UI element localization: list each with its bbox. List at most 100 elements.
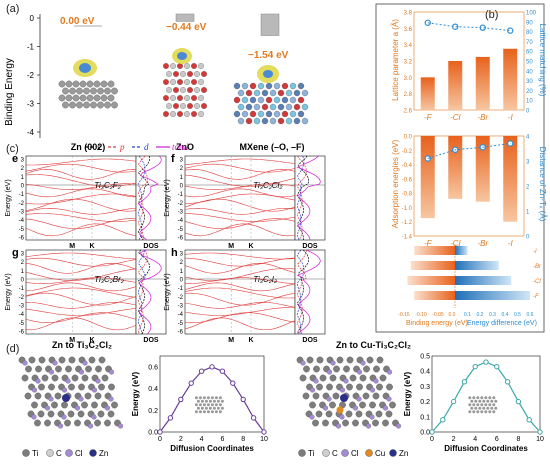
cl-atom [65,378,71,384]
inset-atom [218,396,222,400]
tick-label: -1.0 [402,206,413,212]
ti-atom [28,356,36,364]
inset-atom [468,403,472,407]
cl-atom [343,378,349,384]
zn-atom [93,94,101,102]
energy-profile-point [461,379,468,385]
inset-atom [194,403,198,407]
zno-atom [177,79,183,85]
bar--I [503,136,518,222]
legend-label-cl: Cl [351,449,359,458]
zno-atom [170,63,176,69]
band-line [25,158,137,166]
zn-atom [72,94,80,102]
formula-label: Ti₃C₂Br₂ [94,275,124,284]
panel-b-top-ylabel-right: Lattice matching (%) [538,24,547,97]
inset-atom [214,403,218,407]
dos-label: DOS [302,337,318,344]
band-line [25,223,137,237]
band-line [184,268,296,281]
legend-d: d [144,142,149,152]
tick-label: 2.6 [404,109,413,115]
zno-atom [187,71,193,77]
panel-c: (c) s p d total e Energy (eV) 3 2 1 0 -1 -2 -3 -4… [5,142,326,344]
zn-atom [62,87,69,95]
series-line [427,22,511,32]
dos-curve [296,155,307,241]
band-line [25,312,137,324]
inset-atom [476,410,480,414]
band-line [25,168,137,180]
energy-diff-bar [455,261,499,270]
zno-atom [201,103,207,109]
legend-marker-cl [65,449,73,457]
tick-label: -1 [19,192,25,198]
band-line [184,282,296,292]
tick-label: 30 [526,79,533,85]
band-line [184,213,296,222]
energy-bar [175,13,195,22]
panel-b-bottom-xlabel-left: Binding energy (eV) [406,320,468,327]
cl-atom [322,405,329,411]
zno-atom [184,63,190,69]
ti-atom [74,419,81,427]
series-line [427,143,511,159]
inset-atom [486,406,490,410]
panel-c-legend: s p d total [85,142,189,152]
mxene-atom [293,103,301,111]
tick-label: 40 [526,69,533,75]
ti-atom [356,383,363,391]
ti-atom [34,419,41,427]
cl-atom [31,414,37,420]
dos-curve [296,249,309,335]
legend-label-cl: Cl [75,449,83,458]
inset-atom [488,396,492,400]
energy-profile-point [440,417,446,423]
inset-atom [206,396,210,400]
dos-curve [137,249,146,335]
band-line [25,213,137,222]
tick-label: -0.10 [415,312,427,318]
tick-label: 0.4 [148,386,158,393]
zn-atom [100,94,108,102]
mxene-atom [269,103,277,111]
tick-label: 0 [30,14,35,23]
cl-atom [386,369,393,375]
bar--Br [475,56,490,110]
ti-atom [342,419,349,427]
cl-atom [91,414,97,420]
zn-atom [58,94,66,102]
energy-profile-point [261,429,267,435]
kpoint-label: K [89,243,94,250]
band-line [184,287,296,299]
energy-profile-point [429,429,435,435]
band-frame [184,155,296,241]
energy-profile-point [178,396,184,403]
tick-label: -0.2 [402,149,413,155]
cl-atom [395,423,402,429]
tick-label: 3.4 [404,43,413,49]
cl-atom [87,423,94,429]
zno-atom [187,87,193,93]
ti-atom [48,383,55,391]
inset-atom [210,410,214,414]
inset-atom [210,396,214,400]
mxene-atom [297,110,305,118]
band-line [25,163,137,173]
subpanel-letter: h [171,247,178,259]
mxene-atom [241,82,249,90]
inset-atom [478,406,482,410]
ti-atom [382,419,389,427]
cl-atom [78,396,84,402]
cl-atom [352,405,359,411]
ti-atom [101,374,109,382]
energy-diff-bar [455,276,512,285]
tick-label: 6 [495,436,499,443]
mxene-atom [301,103,309,111]
mxene-atom [241,110,249,118]
tick-label: 0.0 [148,430,158,437]
tick-label: 1 [180,175,184,181]
legend-marker-ti [298,449,306,457]
dos-label: DOS [143,337,159,344]
inset-atom [216,406,220,410]
